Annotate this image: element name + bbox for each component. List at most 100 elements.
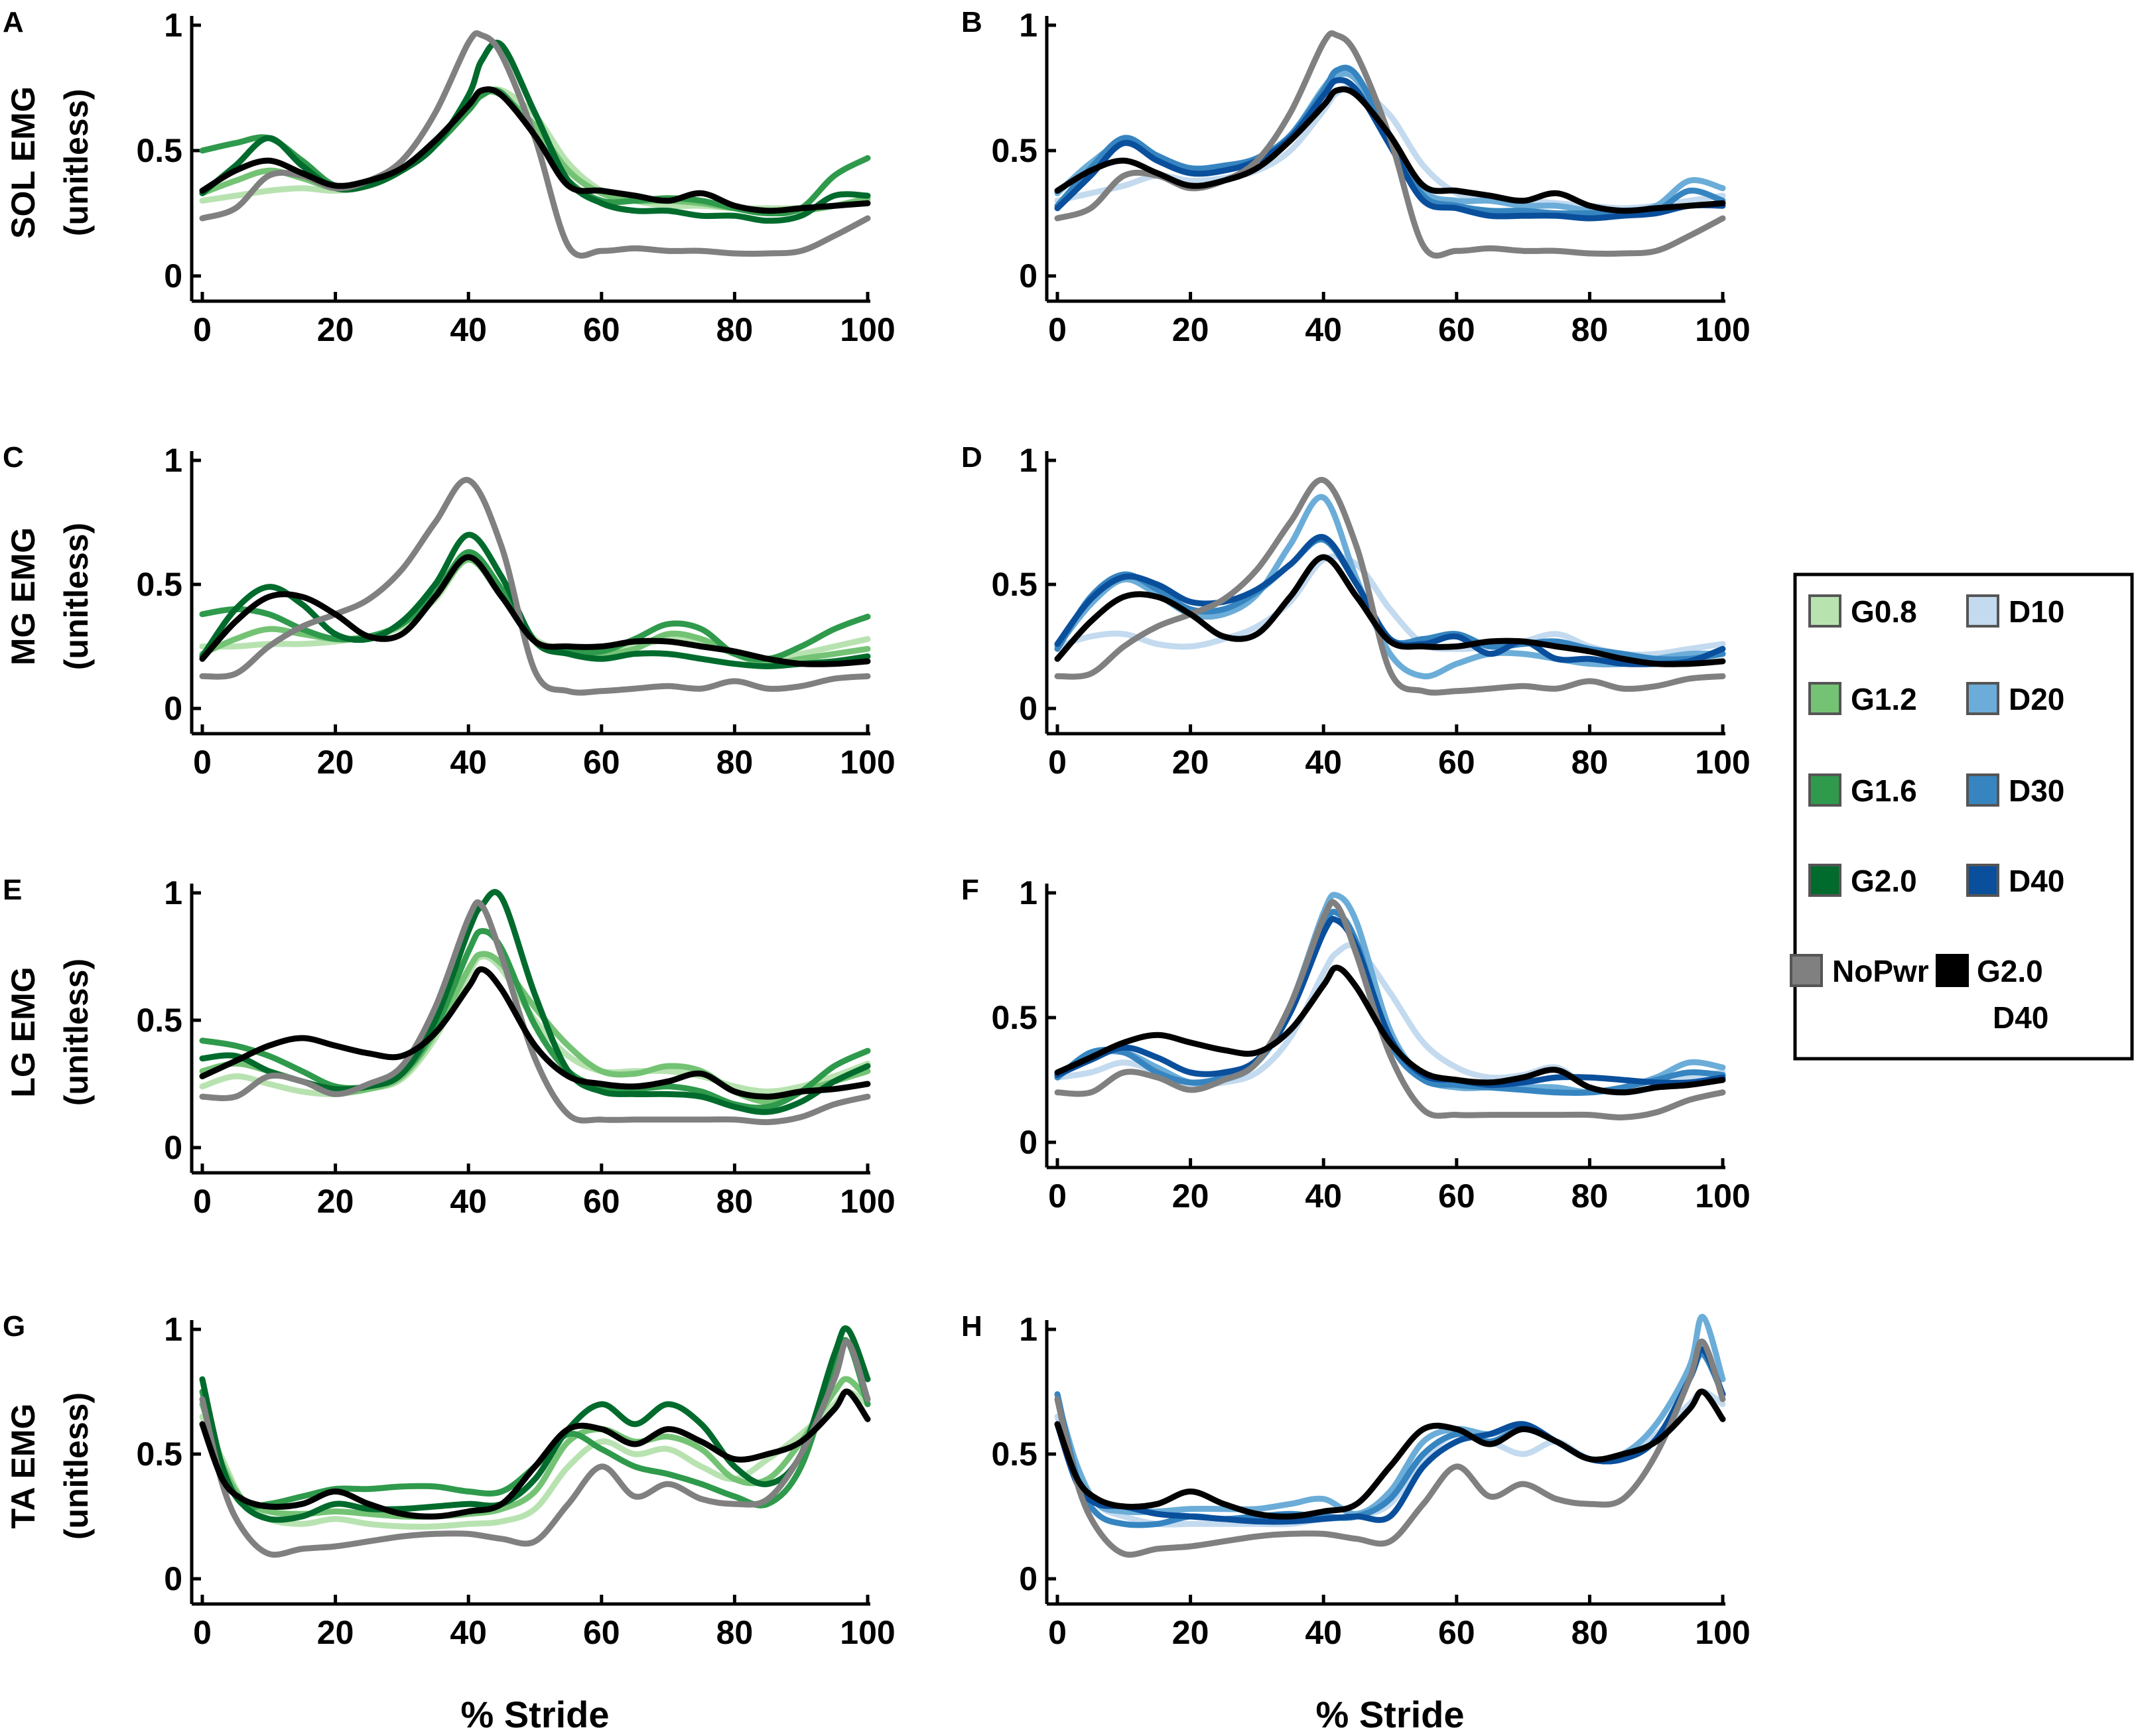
x-tick-label-f: 80	[1571, 1177, 1609, 1215]
legend-swatch-d40	[1966, 864, 1999, 897]
series-g2-0-d40-c	[199, 554, 871, 667]
x-tick-label-e: 60	[583, 1183, 620, 1220]
x-tick-label-d: 100	[1695, 744, 1750, 781]
series-group-e	[199, 889, 871, 1126]
y-tick-label-g: 1	[164, 1311, 182, 1348]
panel-c: C 0 0.5 1 0 20 40 60 80 100 MG EMG (unitless)	[3, 441, 896, 781]
x-tick-label-f: 20	[1172, 1177, 1209, 1215]
x-tick-label-e: 20	[317, 1183, 354, 1220]
legend-label-d40: D40	[2009, 864, 2064, 898]
x-tick-label-f: 0	[1048, 1177, 1067, 1215]
series-group-b	[1054, 30, 1726, 259]
series-group-a	[199, 30, 871, 259]
series-nopwr-e	[199, 899, 871, 1126]
x-tick-label-d: 0	[1048, 744, 1067, 781]
x-tick-label-g: 100	[840, 1614, 895, 1651]
series-group-f	[1054, 892, 1726, 1120]
legend-label-g0-8: G0.8	[1851, 594, 1917, 629]
y-tick-label-f: 0	[1019, 1124, 1037, 1161]
series-nopwr-b	[1054, 30, 1726, 259]
legend-label-d10: D10	[2009, 594, 2064, 629]
y-axis-label-a: SOL EMG	[5, 86, 42, 239]
x-tick-label-d: 80	[1571, 744, 1609, 781]
x-tick-label-b: 20	[1172, 311, 1209, 348]
y-tick-label-c: 0	[164, 690, 182, 727]
y-tick-label-h: 0	[1019, 1560, 1037, 1597]
y-tick-label-f: 1	[1019, 874, 1037, 911]
panel-letter-d: D	[961, 441, 982, 474]
series-group-h	[1054, 1313, 1726, 1558]
legend-entry-g1-6: G1.6	[1808, 773, 1917, 808]
x-axis-label-g: % Stride	[460, 1694, 609, 1735]
x-tick-label-c: 80	[716, 744, 754, 781]
x-tick-label-a: 20	[317, 311, 354, 348]
x-tick-label-c: 0	[193, 744, 212, 781]
x-tick-label-h: 60	[1438, 1614, 1475, 1651]
y-tick-label-a: 1	[164, 7, 182, 44]
legend-entry-g0-8: G0.8	[1808, 594, 1917, 629]
x-tick-label-e: 80	[716, 1183, 754, 1220]
x-tick-label-b: 80	[1571, 311, 1609, 348]
panel-letter-a: A	[3, 6, 24, 38]
x-tick-label-g: 40	[450, 1614, 487, 1651]
panel-letter-f: F	[961, 874, 979, 906]
panel-letter-e: E	[3, 874, 22, 906]
y-tick-label-b: 0.5	[991, 132, 1037, 169]
series-g1-2-g	[199, 1376, 871, 1520]
y-axis-units-a: (unitless)	[58, 89, 95, 236]
series-nopwr-g	[199, 1338, 871, 1558]
series-d20-h	[1054, 1313, 1726, 1517]
y-tick-label-g: 0	[164, 1560, 182, 1597]
x-tick-label-g: 20	[317, 1614, 354, 1651]
legend-swatch-nopwr	[1790, 954, 1823, 987]
series-group-g	[199, 1325, 871, 1558]
x-tick-label-h: 80	[1571, 1614, 1609, 1651]
panel-letter-h: H	[961, 1310, 982, 1343]
y-axis-label-e: LG EMG	[5, 967, 42, 1097]
x-tick-label-f: 40	[1305, 1177, 1342, 1215]
series-g2-0-d40-f	[1054, 965, 1726, 1096]
series-d30-b	[1054, 64, 1726, 217]
y-tick-label-d: 0.5	[991, 566, 1037, 603]
x-tick-label-c: 20	[317, 744, 354, 781]
x-tick-label-d: 20	[1172, 744, 1209, 781]
x-tick-label-c: 40	[450, 744, 487, 781]
x-tick-label-b: 40	[1305, 311, 1342, 348]
x-tick-label-g: 60	[583, 1614, 620, 1651]
series-d40-b	[1054, 77, 1726, 222]
x-tick-label-a: 80	[716, 311, 754, 348]
y-axis-units-c: (unitless)	[58, 523, 95, 670]
y-axis-label-c: MG EMG	[5, 527, 42, 665]
y-tick-label-b: 1	[1019, 7, 1037, 44]
x-tick-label-h: 40	[1305, 1614, 1342, 1651]
y-tick-label-d: 1	[1019, 442, 1037, 479]
series-nopwr-h	[1054, 1338, 1726, 1558]
x-tick-label-f: 60	[1438, 1177, 1475, 1215]
panel-d: D 0 0.5 1 0 20 40 60 80 100	[961, 441, 1751, 781]
x-tick-label-h: 100	[1695, 1614, 1750, 1651]
panel-b: B 0 0.5 1 0 20 40 60 80 100	[961, 6, 1751, 348]
y-tick-label-c: 0.5	[136, 566, 182, 603]
legend-entry-d40: D40	[1966, 864, 2064, 898]
panel-letter-b: B	[961, 6, 982, 38]
x-tick-label-c: 60	[583, 744, 620, 781]
y-axis-units-e: (unitless)	[58, 959, 95, 1106]
series-group-d	[1054, 477, 1726, 696]
series-d40-f	[1054, 915, 1726, 1089]
y-tick-label-a: 0.5	[136, 132, 182, 169]
panel-h: H 0 0.5 1 0 20 40 60 80 100 % Stride	[961, 1310, 1751, 1735]
x-tick-label-e: 100	[840, 1183, 895, 1220]
legend-label-g1-6: G1.6	[1851, 773, 1917, 808]
legend-label-d20: D20	[2009, 682, 2064, 716]
x-tick-label-d: 60	[1438, 744, 1475, 781]
legend-swatch-g1-2	[1808, 682, 1841, 715]
series-g2-0-d40-e	[199, 966, 871, 1100]
legend-label-g2-0: G2.0	[1851, 864, 1917, 898]
x-tick-label-g: 80	[716, 1614, 754, 1651]
legend-label-g2-0-d40-line1: G2.0	[1977, 954, 2043, 988]
legend-swatch-g2-0	[1808, 864, 1841, 897]
x-axis-label-h: % Stride	[1315, 1694, 1464, 1735]
x-tick-label-a: 0	[193, 311, 212, 348]
